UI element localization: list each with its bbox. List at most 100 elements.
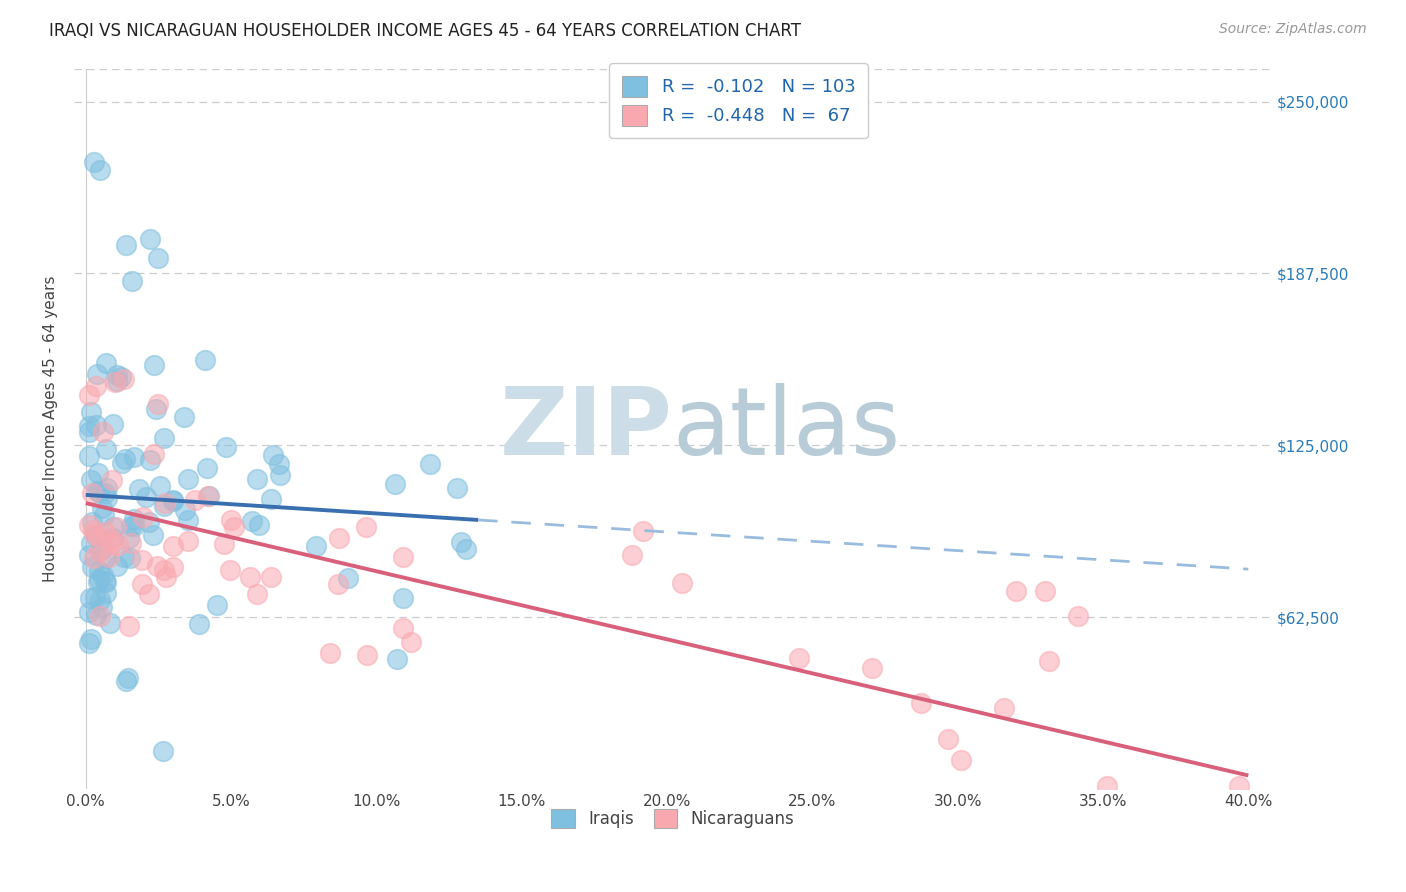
Point (142, 528, 165, 542)
Point (84, 378, 107, 392)
Point (90, 500, 112, 515)
Point (631, 524, 654, 539)
Point (77, 548, 100, 562)
Point (197, 489, 219, 503)
Point (153, 499, 176, 513)
Legend: Iraqis, Nicaraguans: Iraqis, Nicaraguans (544, 803, 801, 835)
Point (993, 701, 1015, 715)
Point (671, 575, 693, 590)
Point (94, 575, 117, 590)
Point (103, 417, 125, 431)
Point (247, 517, 270, 532)
Point (101, 531, 124, 545)
Point (149, 479, 172, 493)
Point (177, 513, 200, 527)
Point (1004, 584, 1026, 599)
Point (110, 369, 132, 384)
Point (239, 570, 262, 584)
Point (94, 574, 117, 588)
Point (446, 481, 468, 495)
Point (184, 493, 207, 508)
Point (1038, 654, 1060, 668)
Point (194, 353, 217, 368)
Point (77, 388, 100, 402)
Point (77, 517, 100, 532)
Point (269, 458, 291, 472)
Point (96, 491, 118, 505)
Point (89, 163, 111, 178)
Point (138, 587, 160, 601)
Point (162, 559, 184, 574)
Point (620, 548, 643, 562)
Point (77, 449, 100, 463)
Point (153, 563, 176, 577)
Point (174, 503, 197, 517)
Point (105, 558, 128, 573)
Point (86, 483, 108, 498)
Point (187, 616, 209, 631)
Point (114, 451, 136, 466)
Point (94, 550, 117, 565)
Point (269, 468, 291, 483)
Point (391, 591, 413, 605)
Point (89, 593, 111, 607)
Point (219, 513, 242, 527)
Point (153, 495, 176, 509)
Point (103, 520, 125, 534)
Text: IRAQI VS NICARAGUAN HOUSEHOLDER INCOME AGES 45 - 64 YEARS CORRELATION CHART: IRAQI VS NICARAGUAN HOUSEHOLDER INCOME A… (49, 22, 801, 40)
Point (77, 425, 100, 439)
Point (90, 600, 112, 615)
Point (319, 646, 342, 660)
Point (96, 586, 118, 600)
Point (80, 536, 103, 550)
Point (80, 632, 103, 647)
Point (162, 493, 184, 508)
Point (155, 570, 177, 584)
Point (328, 532, 350, 546)
Point (87, 574, 110, 589)
Point (384, 476, 406, 491)
Point (104, 375, 127, 389)
Point (132, 510, 155, 524)
Point (112, 372, 135, 386)
Point (120, 536, 142, 550)
Point (245, 587, 267, 601)
Point (87, 564, 110, 578)
Point (82, 516, 104, 530)
Point (177, 472, 200, 486)
Point (392, 621, 415, 635)
Point (262, 448, 284, 462)
Point (97, 549, 120, 564)
Point (326, 576, 349, 591)
Point (80, 486, 103, 500)
Point (111, 456, 134, 470)
Point (212, 537, 235, 551)
Point (82, 560, 104, 574)
Point (79, 405, 101, 419)
Point (240, 514, 263, 528)
Point (93, 508, 115, 523)
Point (87, 572, 110, 586)
Point (195, 461, 218, 475)
Point (105, 368, 128, 383)
Point (260, 570, 283, 584)
Point (89, 530, 111, 544)
Point (1095, 780, 1118, 794)
Point (84, 608, 107, 623)
Point (219, 563, 242, 577)
Point (94, 356, 117, 370)
Point (107, 538, 129, 552)
Point (456, 541, 478, 556)
Point (337, 571, 360, 585)
Point (387, 652, 409, 666)
Point (215, 440, 238, 454)
Point (949, 753, 972, 767)
Point (117, 671, 139, 685)
Point (86, 367, 108, 381)
Point (391, 550, 413, 565)
Point (419, 457, 441, 471)
Point (77, 605, 100, 619)
Point (860, 660, 883, 674)
Point (87, 544, 110, 558)
Point (83, 527, 105, 541)
